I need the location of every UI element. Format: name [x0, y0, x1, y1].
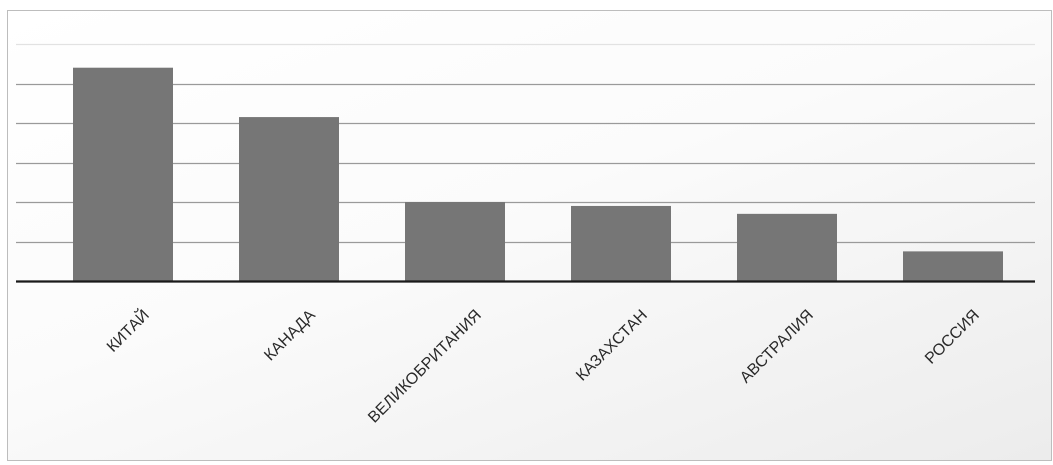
- category-label-5: АВСТРАЛИЯ: [737, 307, 817, 387]
- category-label-1: КИТАЙ: [102, 305, 152, 355]
- bar-2: [239, 117, 339, 281]
- bar-1: [73, 67, 173, 281]
- bar-chart: КИТАЙ КАНАДА ВЕЛИКОБРИТАНИЯ КАЗАХСТАН АВСТРА…: [16, 43, 1035, 426]
- bar-3: [405, 202, 505, 281]
- category-label-4: КАЗАХСТАН: [573, 307, 651, 385]
- category-label-6: РОССИЯ: [922, 307, 983, 368]
- category-label-2: КАНАДА: [261, 307, 319, 365]
- chart-area: КИТАЙ КАНАДА ВЕЛИКОБРИТАНИЯ КАЗАХСТАН АВСТРА…: [7, 10, 1052, 461]
- category-label-3: ВЕЛИКОБРИТАНИЯ: [365, 307, 485, 427]
- category-labels: КИТАЙ КАНАДА ВЕЛИКОБРИТАНИЯ КАЗАХСТАН АВСТРА…: [102, 305, 982, 426]
- bar-6: [903, 251, 1003, 281]
- bars: [73, 67, 1003, 281]
- bar-5: [737, 213, 837, 281]
- bar-4: [571, 205, 671, 281]
- gridlines: [16, 43, 1035, 244]
